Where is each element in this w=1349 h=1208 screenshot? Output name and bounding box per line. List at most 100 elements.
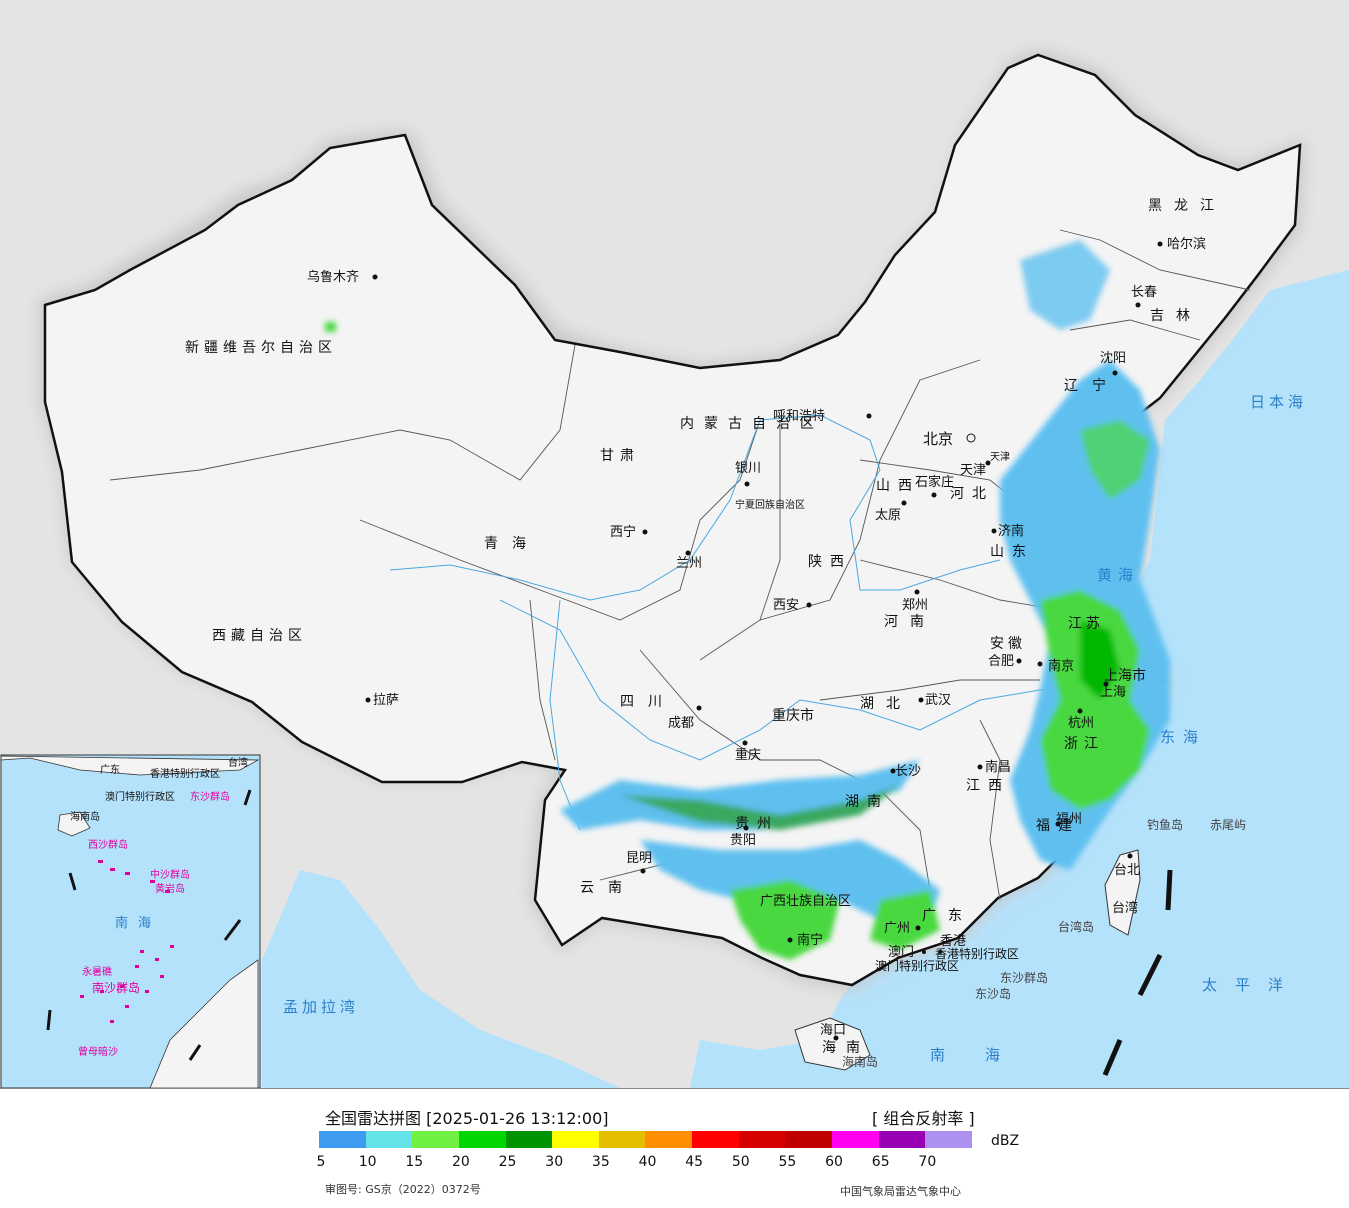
sea-area [690,270,1349,1088]
region-label: 山西 [876,478,920,494]
scale-tick-label: 20 [452,1154,470,1170]
region-label: 上海市 [1104,667,1146,684]
region-label: 新疆维吾尔自治区 [185,340,337,356]
region-label: 安徽 [990,636,1026,652]
scale-tick-label: 40 [638,1154,657,1170]
color-swatch [365,1131,413,1148]
svg-text:日本海: 日本海 [1250,393,1307,411]
svg-text:拉萨: 拉萨 [373,693,399,708]
region-label: 福建 [1036,818,1080,834]
region-label: 山东 [990,544,1034,560]
color-swatch [925,1131,972,1148]
svg-text:上海: 上海 [1100,685,1126,700]
svg-text:南海: 南海 [115,915,161,931]
region-label: 陕西 [808,554,852,570]
scale-tick-label: 50 [731,1154,750,1170]
product-label: [ 组合反射率 ] [872,1109,975,1128]
svg-text:重庆: 重庆 [735,747,761,763]
region-label: 内蒙古自治区 [680,416,824,432]
map-labels: 新疆维吾尔自治区 西藏自治区 青海 甘肃 内蒙古自治区 宁夏回族自治区 陕西 山… [185,198,1226,1056]
color-swatch [738,1131,786,1148]
region-label: 甘肃 [600,448,640,464]
svg-text:台湾岛: 台湾岛 [1058,919,1094,934]
region-label: 河北 [950,486,994,502]
region-label: 黑龙江 [1148,198,1226,214]
hainan-island [794,1017,871,1071]
region-label: 江西 [966,778,1010,794]
unit-label: dBZ [991,1133,1020,1149]
scale-tick-label: 10 [358,1154,377,1170]
svg-text:南昌: 南昌 [985,759,1011,775]
scale-tick-label: 35 [591,1154,610,1170]
svg-text:长沙: 长沙 [895,764,921,779]
region-label: 江苏 [1068,616,1104,632]
color-swatch [505,1131,553,1148]
radar-echoes [325,240,1170,960]
region-label: 宁夏回族自治区 [735,498,805,511]
svg-text:南沙群岛: 南沙群岛 [92,980,140,995]
svg-text:西安: 西安 [773,598,799,613]
svg-text:海南岛: 海南岛 [70,810,100,823]
region-label: 云南 [580,880,636,896]
color-swatch [692,1131,739,1148]
svg-text:广州: 广州 [884,921,910,936]
color-swatch [832,1131,879,1148]
svg-text:黄海: 黄海 [1097,566,1139,584]
region-label: 香港特别行政区 [935,946,1019,961]
svg-text:东沙岛: 东沙岛 [975,986,1011,1001]
city-labels: 乌鲁木齐 拉萨 西宁 兰州 银川 呼和浩特 北京 天津 石家庄 太原 济南 郑州… [307,236,1206,1041]
boundary-dashes [1102,869,1173,1076]
svg-text:曾母暗沙: 曾母暗沙 [78,1045,118,1058]
svg-text:福州: 福州 [1056,812,1082,827]
region-label: 青海 [484,536,540,552]
color-scale [319,1131,972,1148]
scale-tick-label: 70 [918,1154,937,1170]
region-label: 重庆市 [772,707,814,724]
scale-tick-label: 5 [316,1154,326,1170]
scale-labels: 5 10 15 20 25 30 35 40 45 50 55 60 65 70 [316,1154,1019,1172]
svg-text:台湾: 台湾 [228,756,248,769]
svg-text:台北: 台北 [1114,863,1140,878]
svg-text:东沙群岛: 东沙群岛 [1000,970,1048,985]
svg-text:永暑礁: 永暑礁 [82,965,112,978]
svg-text:东海: 东海 [1160,728,1206,746]
map-canvas: 新疆维吾尔自治区 西藏自治区 青海 甘肃 内蒙古自治区 宁夏回族自治区 陕西 山… [0,50,1349,1088]
svg-text:武汉: 武汉 [925,693,951,708]
color-swatch [319,1131,366,1148]
scale-tick-label: 60 [825,1154,843,1170]
south-china-sea-inset [0,754,261,1088]
scale-tick-label: 65 [871,1154,890,1170]
svg-text:北京: 北京 [923,430,953,448]
province-borders [109,229,1251,901]
svg-text:杭州: 杭州 [1068,716,1094,731]
svg-text:呼和浩特: 呼和浩特 [773,409,825,424]
svg-text:银川: 银川 [735,461,761,476]
color-swatch [645,1131,693,1148]
region-label: 台湾 [1112,900,1138,916]
svg-text:合肥: 合肥 [988,654,1014,669]
svg-text:孟加拉湾: 孟加拉湾 [283,998,359,1016]
region-label: 四川 [620,694,676,710]
source-label: 中国气象局雷达气象中心 [840,1185,961,1198]
svg-text:石家庄: 石家庄 [915,474,954,490]
region-label: 河南 [884,614,936,630]
region-label: 辽宁 [1064,377,1120,394]
scale-tick-label: 30 [545,1154,564,1170]
legend-panel: 全国雷达拼图 [2025-01-26 13:12:00] [ 组合反射率 ] d… [0,1089,1349,1208]
svg-text:广东: 广东 [100,763,120,776]
region-label: 澳门特别行政区 [875,958,959,973]
svg-text:西宁: 西宁 [610,524,636,540]
scale-tick-label: 15 [405,1154,424,1170]
svg-text:南京: 南京 [1048,658,1074,674]
inset-labels: 广东 香港特别行政区 澳门特别行政区 台湾 东沙群岛 海南岛 西沙群岛 中沙群岛… [70,756,248,1058]
svg-text:太平洋: 太平洋 [1202,976,1301,994]
svg-text:澳门: 澳门 [888,944,914,960]
svg-text:香港特别行政区: 香港特别行政区 [150,767,220,780]
sea-labels: 日本海 黄海 东海 南海 太平洋 孟加拉湾 [283,393,1307,1064]
svg-text:天津: 天津 [960,463,986,478]
scale-tick-label: 55 [778,1154,797,1170]
color-swatch [878,1131,926,1148]
svg-text:昆明: 昆明 [626,851,652,866]
region-label: 海南 [822,1040,870,1056]
region-label: 湖北 [860,696,912,712]
